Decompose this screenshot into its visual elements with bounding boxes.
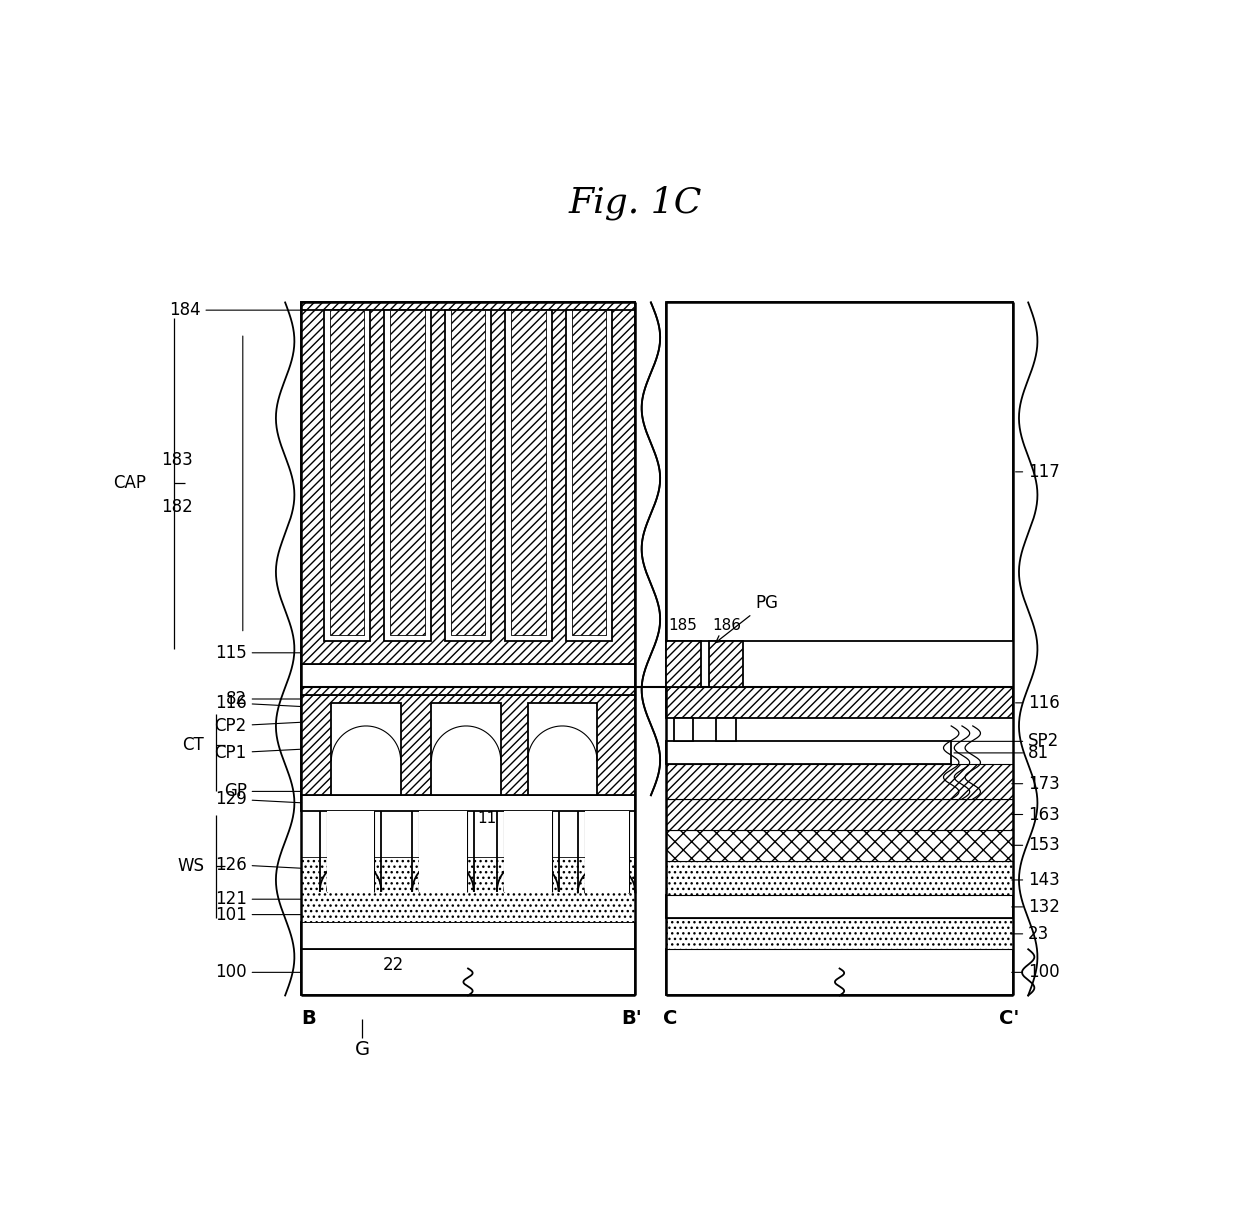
- Bar: [384, 310, 430, 641]
- Text: 11: 11: [477, 811, 497, 825]
- Bar: [324, 310, 371, 641]
- Bar: [432, 703, 501, 795]
- Bar: [666, 687, 1013, 718]
- Bar: [300, 302, 635, 310]
- Bar: [326, 811, 374, 892]
- Bar: [717, 718, 735, 741]
- Bar: [300, 687, 635, 695]
- Text: WS: WS: [177, 858, 205, 876]
- Bar: [666, 895, 1013, 918]
- Text: 163: 163: [1012, 805, 1060, 823]
- Text: 23: 23: [1012, 925, 1049, 942]
- Bar: [666, 830, 1013, 860]
- Text: 185: 185: [668, 618, 698, 634]
- Bar: [666, 641, 701, 687]
- Text: CP1: CP1: [215, 743, 301, 762]
- Text: B': B': [621, 1009, 642, 1028]
- Text: PG: PG: [715, 594, 777, 642]
- Bar: [419, 811, 467, 892]
- Bar: [666, 860, 1013, 895]
- Text: 132: 132: [1012, 898, 1060, 916]
- Text: 101: 101: [215, 906, 301, 923]
- Text: 183: 183: [161, 452, 192, 469]
- Bar: [666, 950, 1013, 995]
- Bar: [451, 310, 485, 635]
- Text: 115: 115: [215, 643, 301, 662]
- Bar: [300, 664, 635, 687]
- Bar: [666, 764, 1013, 799]
- Bar: [511, 310, 546, 635]
- Bar: [505, 310, 552, 641]
- Text: 100: 100: [1012, 963, 1060, 981]
- Text: 100: 100: [215, 963, 301, 981]
- Text: C: C: [663, 1009, 677, 1028]
- Bar: [445, 310, 491, 641]
- Bar: [391, 310, 424, 635]
- Text: SP2: SP2: [950, 733, 1059, 751]
- Text: CAP: CAP: [114, 475, 146, 493]
- Text: 182: 182: [161, 498, 192, 516]
- Text: 116: 116: [215, 694, 301, 712]
- Bar: [572, 310, 606, 635]
- Bar: [330, 310, 365, 635]
- Bar: [565, 310, 613, 641]
- Bar: [300, 857, 635, 922]
- Bar: [666, 918, 1013, 950]
- Bar: [300, 795, 635, 811]
- Bar: [675, 718, 693, 741]
- Text: 143: 143: [1012, 871, 1060, 889]
- Text: CT: CT: [182, 736, 205, 754]
- Text: 186: 186: [712, 618, 740, 634]
- Text: 81: 81: [954, 743, 1049, 762]
- Text: 116: 116: [1016, 694, 1060, 712]
- Bar: [585, 811, 629, 893]
- Bar: [503, 811, 552, 892]
- Bar: [666, 741, 951, 764]
- Bar: [331, 703, 401, 795]
- Bar: [666, 799, 1013, 830]
- Bar: [300, 922, 635, 950]
- Text: B: B: [301, 1009, 316, 1028]
- Text: 129: 129: [215, 790, 301, 809]
- Text: C': C': [998, 1009, 1019, 1028]
- Text: 173: 173: [1012, 775, 1060, 793]
- Bar: [300, 302, 635, 664]
- Text: GP: GP: [223, 782, 301, 800]
- Text: 117: 117: [1016, 463, 1060, 481]
- Text: 22: 22: [382, 956, 403, 974]
- Text: 126: 126: [215, 856, 301, 874]
- Text: CP2: CP2: [215, 717, 301, 735]
- Text: 184: 184: [169, 301, 305, 319]
- Text: 153: 153: [1012, 836, 1060, 854]
- Bar: [300, 950, 635, 995]
- Bar: [300, 695, 635, 795]
- Text: G: G: [355, 1040, 370, 1059]
- Bar: [528, 703, 596, 795]
- Text: 82: 82: [226, 690, 301, 709]
- Text: 121: 121: [215, 890, 301, 909]
- Bar: [708, 641, 743, 687]
- Bar: [666, 302, 1013, 641]
- Text: Fig. 1C: Fig. 1C: [569, 186, 702, 219]
